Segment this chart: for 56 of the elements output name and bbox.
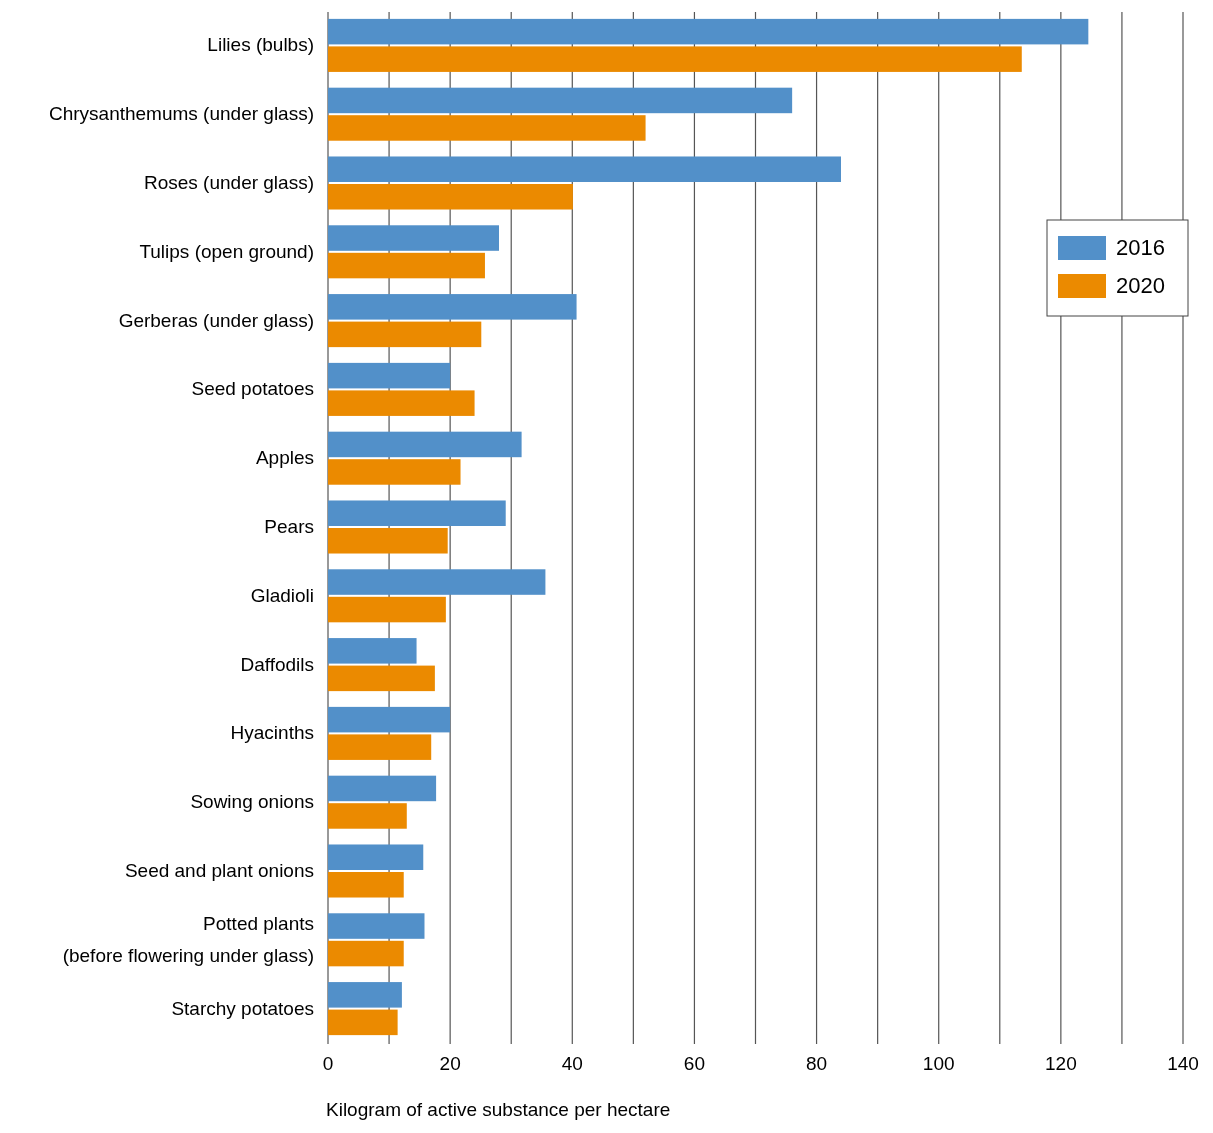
y-tick-label: Lilies (bulbs) — [207, 34, 314, 56]
y-tick-label: Daffodils — [240, 653, 314, 675]
bar — [328, 46, 1022, 72]
y-tick-label: Gladioli — [250, 584, 314, 606]
bar — [328, 390, 475, 416]
y-tick-label: Sowing onions — [190, 791, 314, 813]
bar — [328, 734, 432, 760]
y-tick-label: Apples — [255, 447, 314, 469]
bar — [328, 184, 573, 210]
bar — [328, 500, 506, 526]
bar — [328, 87, 793, 114]
bar — [328, 225, 499, 251]
bar — [328, 940, 404, 967]
x-tick-label: 120 — [1045, 1053, 1077, 1074]
bar — [328, 156, 841, 182]
bar — [328, 803, 407, 829]
x-tick-label: 20 — [439, 1053, 461, 1074]
x-tick-label: 80 — [806, 1053, 828, 1074]
y-tick-label: Gerberas (under glass) — [118, 309, 314, 331]
bar — [328, 982, 402, 1008]
bar — [328, 775, 437, 802]
bar — [328, 459, 461, 485]
y-tick-label: Starchy potatoes — [171, 997, 314, 1019]
y-tick-label: Seed potatoes — [191, 378, 314, 400]
y-tick-label: Pears — [264, 516, 314, 538]
bar — [328, 321, 482, 348]
legend-label: 2020 — [1116, 272, 1165, 298]
x-tick-label: 40 — [561, 1053, 583, 1074]
y-tick-label: Tulips (open ground) — [139, 240, 314, 262]
y-tick-label: Chrysanthemums (under glass) — [48, 103, 314, 125]
bar — [328, 844, 424, 870]
y-tick-label: Potted plants (before flowering under glass) — [62, 912, 314, 966]
y-tick-label: Hyacinths — [230, 722, 314, 744]
bar — [328, 638, 417, 664]
y-tick-label: Roses (under glass) — [143, 172, 314, 194]
bar — [328, 913, 425, 939]
bar — [328, 872, 404, 898]
legend-label: 2016 — [1116, 234, 1165, 260]
bar — [328, 431, 522, 458]
bar — [328, 362, 451, 389]
y-tick-label: Seed and plant onions — [124, 860, 314, 882]
bar — [328, 252, 485, 279]
bar — [328, 294, 577, 320]
bar — [328, 665, 435, 692]
bar — [328, 706, 451, 733]
bar — [328, 18, 1089, 45]
x-tick-label: 0 — [322, 1053, 334, 1074]
bar — [328, 528, 448, 554]
x-tick-label: 100 — [922, 1053, 955, 1074]
x-tick-label: 140 — [1167, 1053, 1199, 1074]
bar — [328, 569, 546, 595]
bar — [328, 596, 446, 623]
bar — [328, 1009, 398, 1036]
x-tick-label: 60 — [683, 1053, 705, 1074]
x-axis-title: Kilogram of active substance per hectare — [326, 1099, 671, 1120]
bar — [328, 115, 646, 141]
